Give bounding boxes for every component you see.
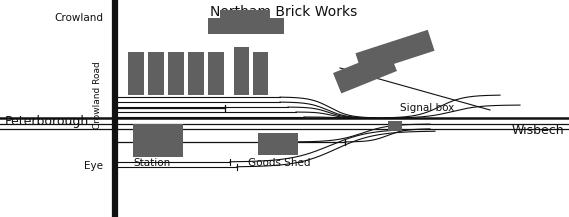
Bar bbox=[253, 52, 268, 95]
Text: Station: Station bbox=[133, 158, 170, 168]
Text: Crowland Road: Crowland Road bbox=[93, 61, 102, 129]
Text: Eye: Eye bbox=[84, 161, 103, 171]
Bar bbox=[388, 121, 402, 131]
Bar bbox=[208, 18, 284, 34]
Bar bbox=[188, 52, 204, 95]
Bar bbox=[133, 124, 183, 136]
Bar bbox=[133, 135, 183, 157]
Bar bbox=[258, 133, 298, 155]
Bar bbox=[148, 52, 164, 95]
Text: Crowland: Crowland bbox=[54, 13, 103, 23]
Bar bbox=[208, 52, 224, 95]
Bar bbox=[356, 30, 435, 74]
Bar bbox=[128, 52, 144, 95]
Bar bbox=[220, 10, 270, 22]
Bar bbox=[168, 52, 184, 95]
Bar bbox=[234, 47, 249, 95]
Text: Signal box: Signal box bbox=[400, 103, 454, 113]
Text: Northam Brick Works: Northam Brick Works bbox=[211, 5, 358, 19]
Text: Wisbech: Wisbech bbox=[512, 123, 564, 136]
Text: Peterborough: Peterborough bbox=[5, 115, 89, 128]
Bar bbox=[333, 51, 397, 94]
Text: Goods Shed: Goods Shed bbox=[248, 158, 311, 168]
